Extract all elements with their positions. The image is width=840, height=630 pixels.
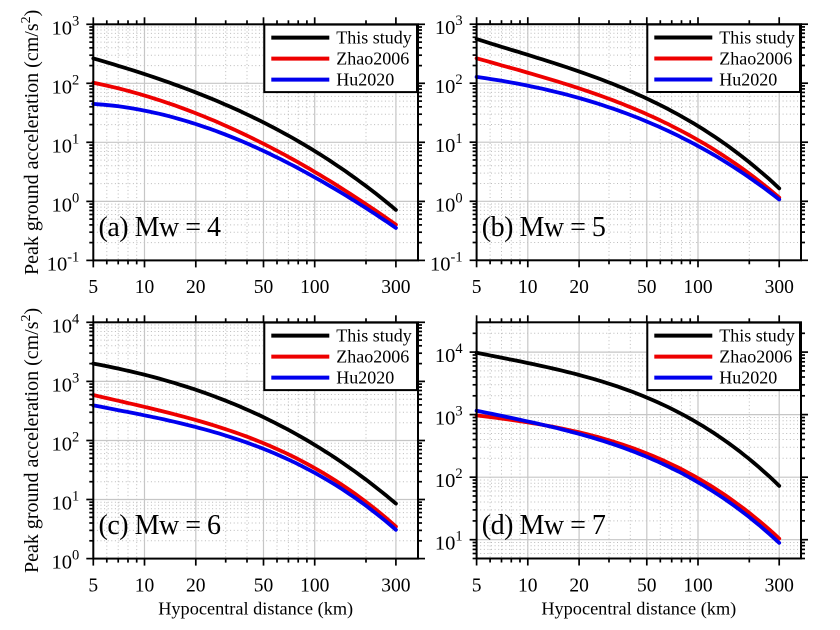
svg-text:20: 20: [186, 277, 206, 298]
svg-text:5: 5: [88, 575, 98, 596]
svg-text:5: 5: [472, 277, 482, 298]
svg-text:Hu2020: Hu2020: [336, 368, 394, 388]
svg-text:10: 10: [135, 575, 155, 596]
svg-text:Peak ground acceleration (cm/s: Peak ground acceleration (cm/s2): [19, 308, 43, 573]
svg-text:Hypocentral distance (km): Hypocentral distance (km): [541, 599, 736, 620]
svg-text:100: 100: [683, 277, 712, 298]
svg-text:This study: This study: [336, 326, 412, 346]
svg-text:Peak ground acceleration (cm/s: Peak ground acceleration (cm/s2): [19, 10, 43, 275]
svg-text:20: 20: [569, 575, 589, 596]
svg-text:This study: This study: [336, 28, 412, 48]
svg-text:100: 100: [683, 575, 712, 596]
svg-text:Zhao2006: Zhao2006: [719, 49, 792, 69]
svg-text:20: 20: [186, 575, 206, 596]
svg-text:300: 300: [381, 575, 410, 596]
svg-text:This study: This study: [719, 326, 795, 346]
svg-text:101: 101: [435, 529, 463, 555]
svg-text:(c) Mw = 6: (c) Mw = 6: [99, 510, 221, 541]
svg-text:This study: This study: [719, 28, 795, 48]
svg-text:50: 50: [254, 575, 274, 596]
svg-text:(b) Mw = 5: (b) Mw = 5: [482, 212, 606, 243]
svg-text:300: 300: [765, 277, 794, 298]
svg-text:10: 10: [135, 277, 155, 298]
svg-text:300: 300: [381, 277, 410, 298]
svg-text:(a) Mw = 4: (a) Mw = 4: [99, 212, 221, 243]
svg-text:Hypocentral distance (km): Hypocentral distance (km): [158, 599, 353, 620]
svg-text:Zhao2006: Zhao2006: [719, 347, 792, 367]
svg-text:Zhao2006: Zhao2006: [336, 49, 409, 69]
svg-text:20: 20: [569, 277, 589, 298]
svg-text:50: 50: [637, 575, 657, 596]
svg-text:Hu2020: Hu2020: [336, 70, 394, 90]
svg-text:50: 50: [254, 277, 274, 298]
svg-text:100: 100: [300, 277, 329, 298]
svg-text:10: 10: [518, 277, 538, 298]
svg-text:Zhao2006: Zhao2006: [336, 347, 409, 367]
svg-text:102: 102: [435, 72, 463, 98]
svg-text:100: 100: [300, 575, 329, 596]
svg-text:(d) Mw = 7: (d) Mw = 7: [482, 510, 606, 541]
svg-text:300: 300: [765, 575, 794, 596]
svg-text:Hu2020: Hu2020: [719, 368, 777, 388]
svg-text:10: 10: [518, 575, 538, 596]
svg-text:5: 5: [88, 277, 98, 298]
svg-text:Hu2020: Hu2020: [719, 70, 777, 90]
svg-text:5: 5: [472, 575, 482, 596]
svg-text:50: 50: [637, 277, 657, 298]
